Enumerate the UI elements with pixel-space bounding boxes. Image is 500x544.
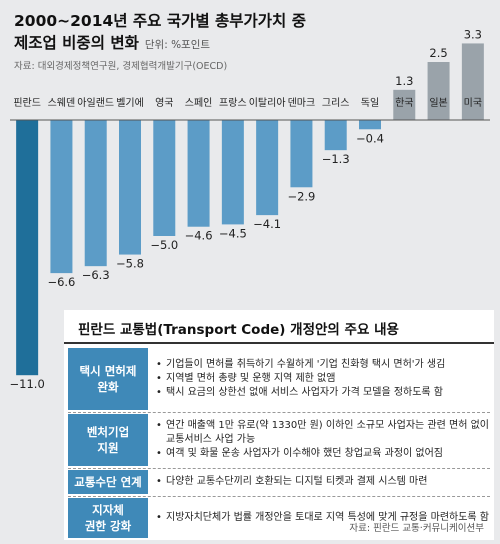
category-label-10: 독일 <box>361 97 379 109</box>
unit-label: 단위: %포인트 <box>144 39 211 51</box>
value-label-13: 3.3 <box>464 27 482 41</box>
bar-10 <box>359 120 381 130</box>
category-label-13: 미국 <box>464 97 482 109</box>
row-bullet: 연간 매출액 1만 유로(약 1330만 원) 이하인 소규모 사업자는 관련 … <box>156 419 490 447</box>
category-label-3: 벨기에 <box>116 97 144 109</box>
value-label-5: −4.6 <box>185 229 213 243</box>
row-label-line: 벤처기업 <box>86 425 130 439</box>
row-bullet: 지역별 면허 총량 및 운행 지역 제한 없앰 <box>156 372 490 386</box>
bar-7 <box>256 120 279 216</box>
row-separator <box>68 496 490 497</box>
bar-1 <box>50 120 73 274</box>
value-label-10: −0.4 <box>356 131 384 145</box>
row-items: 기업들이 면허를 취득하기 수월하게 '기업 친화형 택시 면허'가 생김지역별… <box>156 348 490 410</box>
row-label: 교통수단 연계 <box>68 470 148 494</box>
value-label-3: −5.8 <box>116 257 144 271</box>
row-label-line: 교통수단 연계 <box>74 475 142 489</box>
bar-2 <box>84 120 107 267</box>
value-label-0: −11.0 <box>10 377 45 391</box>
title-line-1: 2000~2014년 주요 국가별 총부가가치 중 <box>14 12 306 30</box>
value-label-9: −1.3 <box>322 152 350 166</box>
row-bullet: 택시 요금의 상한선 없애 서비스 사업자가 가격 모델을 정하도록 함 <box>156 386 490 400</box>
row-label-line: 지원 <box>97 441 119 455</box>
bar-13 <box>461 43 484 120</box>
value-label-1: −6.6 <box>47 275 75 289</box>
title-line-2: 제조업 비중의 변화 <box>14 34 139 52</box>
category-label-8: 덴마크 <box>288 97 316 109</box>
bar-12 <box>427 62 450 120</box>
category-label-1: 스웨덴 <box>48 97 76 109</box>
category-label-5: 스페인 <box>185 97 213 109</box>
category-label-0: 핀란드 <box>13 97 41 109</box>
value-label-11: 1.3 <box>395 74 413 88</box>
category-label-12: 일본 <box>429 97 447 109</box>
row-bullet: 지방자치단체가 법률 개정안을 토대로 지역 특성에 맞게 규정을 마련하도록 … <box>156 511 490 525</box>
row-items: 지방자치단체가 법률 개정안을 토대로 지역 특성에 맞게 규정을 마련하도록 … <box>156 498 490 538</box>
row-label-line: 택시 면허제 <box>79 364 137 378</box>
value-label-7: −4.1 <box>253 217 281 231</box>
source-note: 자료: 대외경제정책연구원, 경제협력개발기구(OECD) <box>14 61 228 72</box>
row-items: 다양한 교통수단끼리 호환되는 디지털 티켓과 결제 시스템 마련 <box>156 470 490 494</box>
row-items: 연간 매출액 1만 유로(약 1330만 원) 이하인 소규모 사업자는 관련 … <box>156 414 490 466</box>
bar-6 <box>221 120 244 225</box>
category-label-7: 이탈리아 <box>249 96 286 109</box>
row-separator <box>68 412 490 413</box>
row-bullet: 여객 및 화물 운송 사업자가 이수해야 했던 창업교육 과정이 없어짐 <box>156 447 490 461</box>
row-label-line: 권한 강화 <box>84 519 132 533</box>
value-label-2: −6.3 <box>82 268 110 282</box>
bar-3 <box>119 120 141 255</box>
panel-title-rule <box>64 342 494 344</box>
row-bullet: 기업들이 면허를 취득하기 수월하게 '기업 친화형 택시 면허'가 생김 <box>156 358 490 372</box>
category-label-11: 한국 <box>395 97 413 109</box>
bar-5 <box>187 120 210 227</box>
panel-title: 핀란드 교통법(Transport Code) 개정안의 주요 내용 <box>78 322 399 338</box>
row-separator <box>68 468 490 469</box>
info-panel: 핀란드 교통법(Transport Code) 개정안의 주요 내용 택시 면허… <box>64 310 494 540</box>
row-bullet: 다양한 교통수단끼리 호환되는 디지털 티켓과 결제 시스템 마련 <box>156 475 490 489</box>
category-label-2: 아일랜드 <box>77 97 114 109</box>
bar-8 <box>290 120 313 188</box>
value-label-8: −2.9 <box>287 189 315 203</box>
chart-title: 2000~2014년 주요 국가별 총부가가치 중 제조업 비중의 변화 단위: … <box>14 10 306 56</box>
category-label-4: 영국 <box>155 97 173 109</box>
value-label-12: 2.5 <box>429 46 447 60</box>
category-label-9: 그리스 <box>322 97 350 109</box>
bar-0 <box>16 120 39 376</box>
panel-row: 택시 면허제완화기업들이 면허를 취득하기 수월하게 '기업 친화형 택시 면허… <box>68 348 490 410</box>
value-label-4: −5.0 <box>150 238 178 252</box>
bar-9 <box>324 120 347 151</box>
panel-row: 교통수단 연계 다양한 교통수단끼리 호환되는 디지털 티켓과 결제 시스템 마련 <box>68 470 490 494</box>
panel-credit: 자료: 핀란드 교통·커뮤니케이션부 <box>349 523 484 534</box>
row-label-line: 완화 <box>97 380 119 394</box>
row-label-line: 지자체 <box>92 503 124 517</box>
value-label-6: −4.5 <box>219 226 247 240</box>
bar-11 <box>393 89 416 120</box>
category-label-6: 프랑스 <box>219 97 247 109</box>
bar-4 <box>153 120 176 236</box>
